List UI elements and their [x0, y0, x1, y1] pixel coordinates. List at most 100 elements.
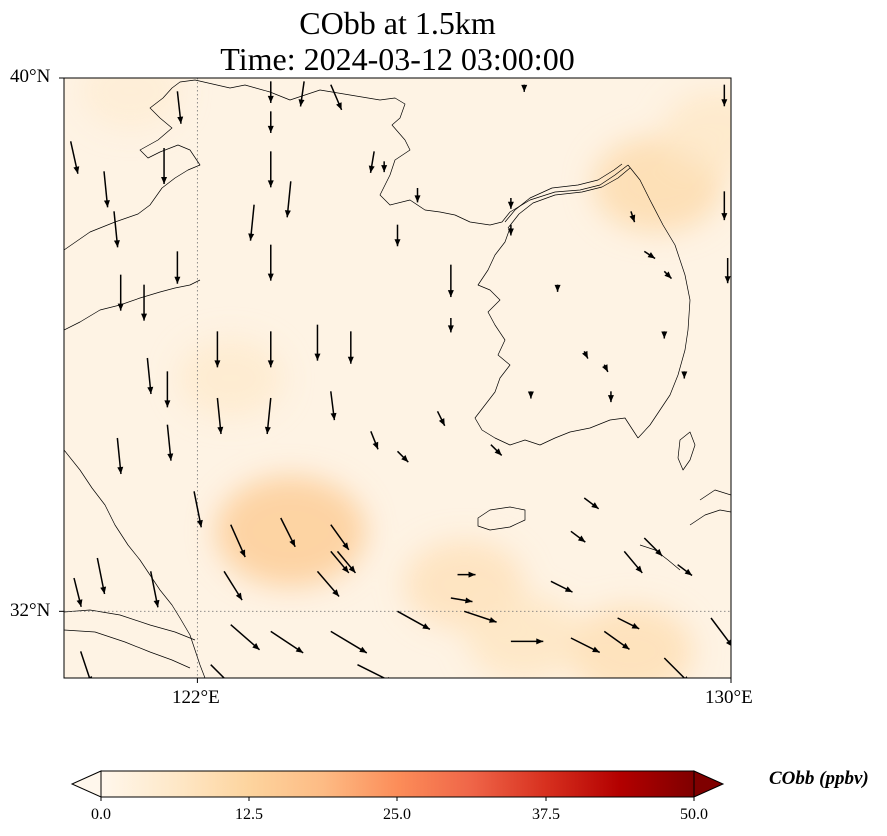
wind-arrow-55: [193, 491, 203, 528]
colorbar-label: CObb (ppbv): [769, 768, 869, 789]
wind-arrow-6: [117, 274, 124, 311]
wind-arrow-15: [267, 244, 274, 281]
wind-arrow-24: [521, 84, 528, 92]
wind-vectors: [69, 81, 731, 678]
wind-arrow-57: [280, 517, 296, 548]
wind-arrow-39: [314, 324, 321, 361]
wind-arrow-51: [436, 410, 446, 427]
colorbar-tick-marks: [100, 797, 695, 801]
wind-arrow-50: [396, 450, 409, 463]
wind-arrow-76: [643, 537, 663, 557]
wind-arrow-5: [174, 251, 181, 284]
wind-arrow-41: [214, 331, 221, 368]
wind-arrow-80: [230, 624, 261, 651]
colorbar-tick-0: 0.0: [91, 806, 111, 823]
wind-arrow-19: [394, 224, 401, 247]
wind-arrow-43: [164, 371, 171, 408]
wind-arrow-62: [550, 580, 573, 593]
colorbar-tick-50: 50.0: [680, 806, 708, 823]
wind-arrow-47: [116, 437, 124, 475]
wind-arrow-77: [677, 564, 693, 577]
wind-arrow-13: [284, 181, 292, 218]
colorbar-extend-high: [693, 770, 725, 798]
colorbar-gradient: [101, 771, 694, 797]
wind-arrow-49: [370, 431, 379, 450]
concentration-hotspot-6: [80, 78, 181, 129]
coastline-shandong: [64, 279, 201, 331]
wind-arrow-74: [617, 617, 640, 630]
wind-arrow-48: [166, 424, 174, 461]
lat-label-40n: 40°N: [10, 66, 51, 87]
coastline-yangtze-south: [64, 629, 191, 669]
wind-arrow-12: [267, 151, 274, 188]
wind-arrow-78: [710, 617, 731, 646]
wind-arrow-64: [149, 571, 160, 608]
coastline-jiangsu: [64, 449, 206, 678]
wind-arrow-37: [681, 371, 688, 379]
colorbar-extend-low: [70, 770, 102, 798]
colorbar-tick-37-5: 37.5: [532, 806, 560, 823]
wind-arrow-16: [368, 151, 375, 174]
wind-arrow-17: [381, 161, 388, 173]
wind-arrow-25: [721, 84, 728, 107]
wind-arrow-18: [414, 188, 421, 203]
wind-arrow-65: [223, 570, 243, 601]
wind-arrow-22: [507, 198, 514, 209]
wind-arrow-8: [267, 81, 274, 103]
wind-arrow-20: [447, 264, 454, 298]
wind-arrow-3: [176, 91, 184, 124]
wind-arrow-4: [161, 148, 168, 184]
wind-arrow-40: [347, 331, 354, 364]
wind-arrow-34: [527, 391, 534, 399]
wind-arrow-75: [623, 550, 643, 574]
concentration-field: [80, 78, 731, 678]
wind-arrow-28: [663, 270, 673, 280]
map-plot-area: [64, 78, 731, 678]
wind-arrow-82: [330, 630, 368, 654]
wind-arrow-30: [724, 258, 731, 284]
wind-arrow-33: [602, 364, 609, 373]
wind-arrow-60: [457, 571, 476, 578]
colorbar-tick-25: 25.0: [383, 806, 411, 823]
wind-arrow-58: [330, 524, 350, 551]
wind-arrow-35: [607, 391, 614, 403]
wind-arrow-63: [96, 557, 107, 595]
coastlines: [64, 79, 731, 678]
wind-arrow-11: [267, 111, 274, 133]
axis-ticks: [59, 77, 732, 683]
wind-arrow-70: [463, 610, 497, 623]
coastline-yangtze: [64, 609, 196, 641]
coastline-liaodong: [64, 79, 629, 251]
wind-arrow-14: [248, 204, 255, 241]
wind-arrow-36: [661, 331, 668, 339]
lat-label-32n: 32°N: [10, 600, 51, 621]
wind-arrow-0: [69, 141, 80, 174]
map-title: CObb at 1.5km: [299, 5, 496, 41]
wind-arrow-68: [330, 550, 350, 574]
jeju-island: [477, 506, 526, 531]
wind-arrow-31: [554, 284, 561, 292]
wind-arrow-45: [264, 397, 272, 435]
wind-arrow-29: [721, 191, 728, 221]
wind-arrow-69: [397, 610, 431, 630]
wind-arrow-84: [210, 664, 226, 678]
wind-arrow-26: [629, 211, 636, 223]
wind-arrow-56: [230, 524, 246, 558]
wind-arrow-73: [603, 630, 630, 650]
tsushima-island: [677, 431, 696, 471]
wind-arrow-59: [336, 550, 357, 574]
coastline-korea-west-south: [474, 227, 639, 446]
wind-arrow-7: [141, 284, 148, 321]
wind-arrow-54: [583, 497, 600, 510]
wind-arrow-42: [146, 357, 154, 395]
wind-arrow-71: [510, 638, 544, 645]
concentration-hotspot-5: [178, 339, 284, 417]
colorbar: [70, 770, 725, 801]
wind-arrow-52: [490, 444, 503, 456]
border-yalu: [504, 163, 623, 223]
colorbar-tick-12-5: 12.5: [235, 806, 263, 823]
concentration-hotspot-0: [215, 476, 366, 587]
wind-arrow-53: [570, 530, 586, 543]
border-yalu-2: [507, 167, 631, 229]
